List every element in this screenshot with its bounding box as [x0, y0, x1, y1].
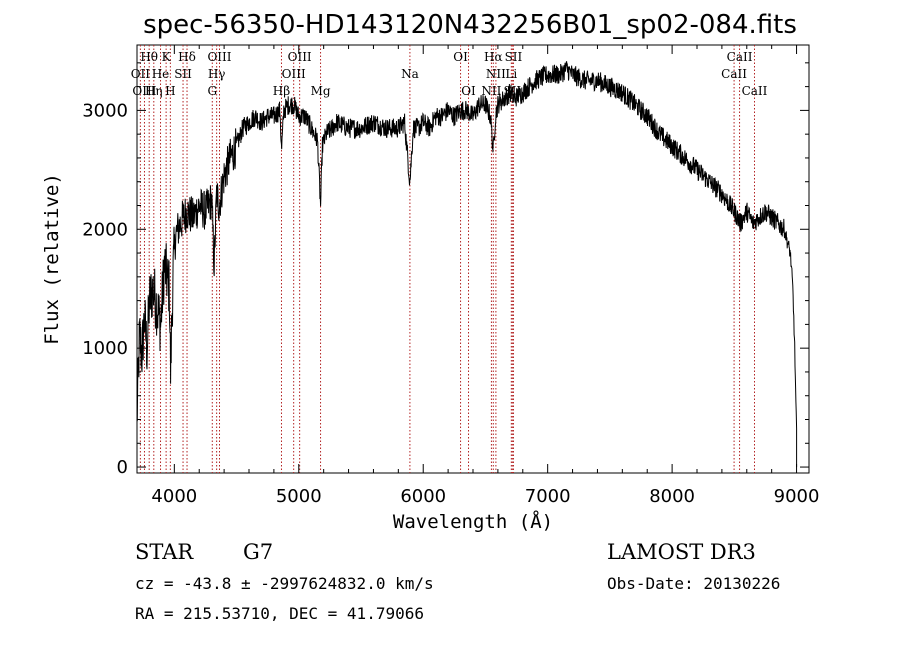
y-tick-label-0: 0	[117, 457, 128, 478]
spectrum-line	[136, 61, 798, 468]
line-label-3: OIII	[207, 50, 231, 64]
line-label-0: Hθ	[140, 50, 158, 64]
line-label-27: CaII	[742, 84, 768, 98]
line-label-16: Li	[505, 67, 517, 81]
line-label-10: He	[152, 67, 170, 81]
x-tick-label-3: 7000	[525, 486, 571, 507]
y-axis-label: Flux (relative)	[41, 173, 63, 345]
object-class: STAR	[135, 540, 194, 564]
line-label-2: Hδ	[178, 50, 196, 64]
line-label-23: Mg	[311, 84, 331, 98]
line-label-6: Hα	[484, 50, 503, 64]
line-label-17: CaII	[721, 67, 747, 81]
coordinates-line: RA = 215.53710, DEC = 41.79066	[135, 604, 424, 623]
line-label-1: K	[162, 50, 172, 64]
redshift-line: cz = -43.8 ± -2997624832.0 km/s	[135, 574, 434, 593]
y-tick-label-1: 1000	[82, 338, 128, 359]
x-axis-ticks: 4000 5000 6000 7000 8000 9000	[151, 45, 819, 507]
line-label-8: CaII	[727, 50, 753, 64]
line-label-11: SII	[174, 67, 192, 81]
line-label-12: Hγ	[208, 67, 226, 81]
object-subclass: G7	[243, 540, 273, 564]
line-label-20: H	[165, 84, 175, 98]
x-tick-label-4: 8000	[649, 486, 695, 507]
x-tick-label-1: 5000	[276, 486, 322, 507]
line-label-7: SII	[505, 50, 523, 64]
x-tick-label-5: 9000	[774, 486, 820, 507]
line-label-22: Hβ	[273, 84, 290, 98]
x-tick-label-0: 4000	[151, 486, 197, 507]
line-label-24: OI	[461, 84, 476, 98]
line-label-19: Hη	[145, 84, 163, 98]
line-label-25: NII	[481, 84, 501, 98]
line-label-15: NII	[486, 67, 506, 81]
y-tick-label-2: 2000	[82, 219, 128, 240]
chart-title: spec-56350-HD143120N432256B01_sp02-084.f…	[143, 10, 797, 40]
line-label-13: OIII	[282, 67, 306, 81]
line-label-5: OI	[453, 50, 468, 64]
line-label-9: OII	[131, 67, 151, 81]
line-label-4: OIII	[288, 50, 312, 64]
plot-frame	[136, 44, 810, 474]
line-label-14: Na	[401, 67, 419, 81]
y-axis-ticks: 0 1000 2000 3000	[82, 62, 809, 478]
x-axis-label: Wavelength (Å)	[393, 510, 553, 533]
survey-name: LAMOST DR3	[607, 540, 756, 564]
line-label-18: OIII	[132, 84, 156, 98]
y-tick-label-3: 3000	[82, 100, 128, 121]
line-label-21: G	[207, 84, 217, 98]
x-tick-label-2: 6000	[400, 486, 446, 507]
obs-date: Obs-Date: 20130226	[607, 574, 780, 593]
